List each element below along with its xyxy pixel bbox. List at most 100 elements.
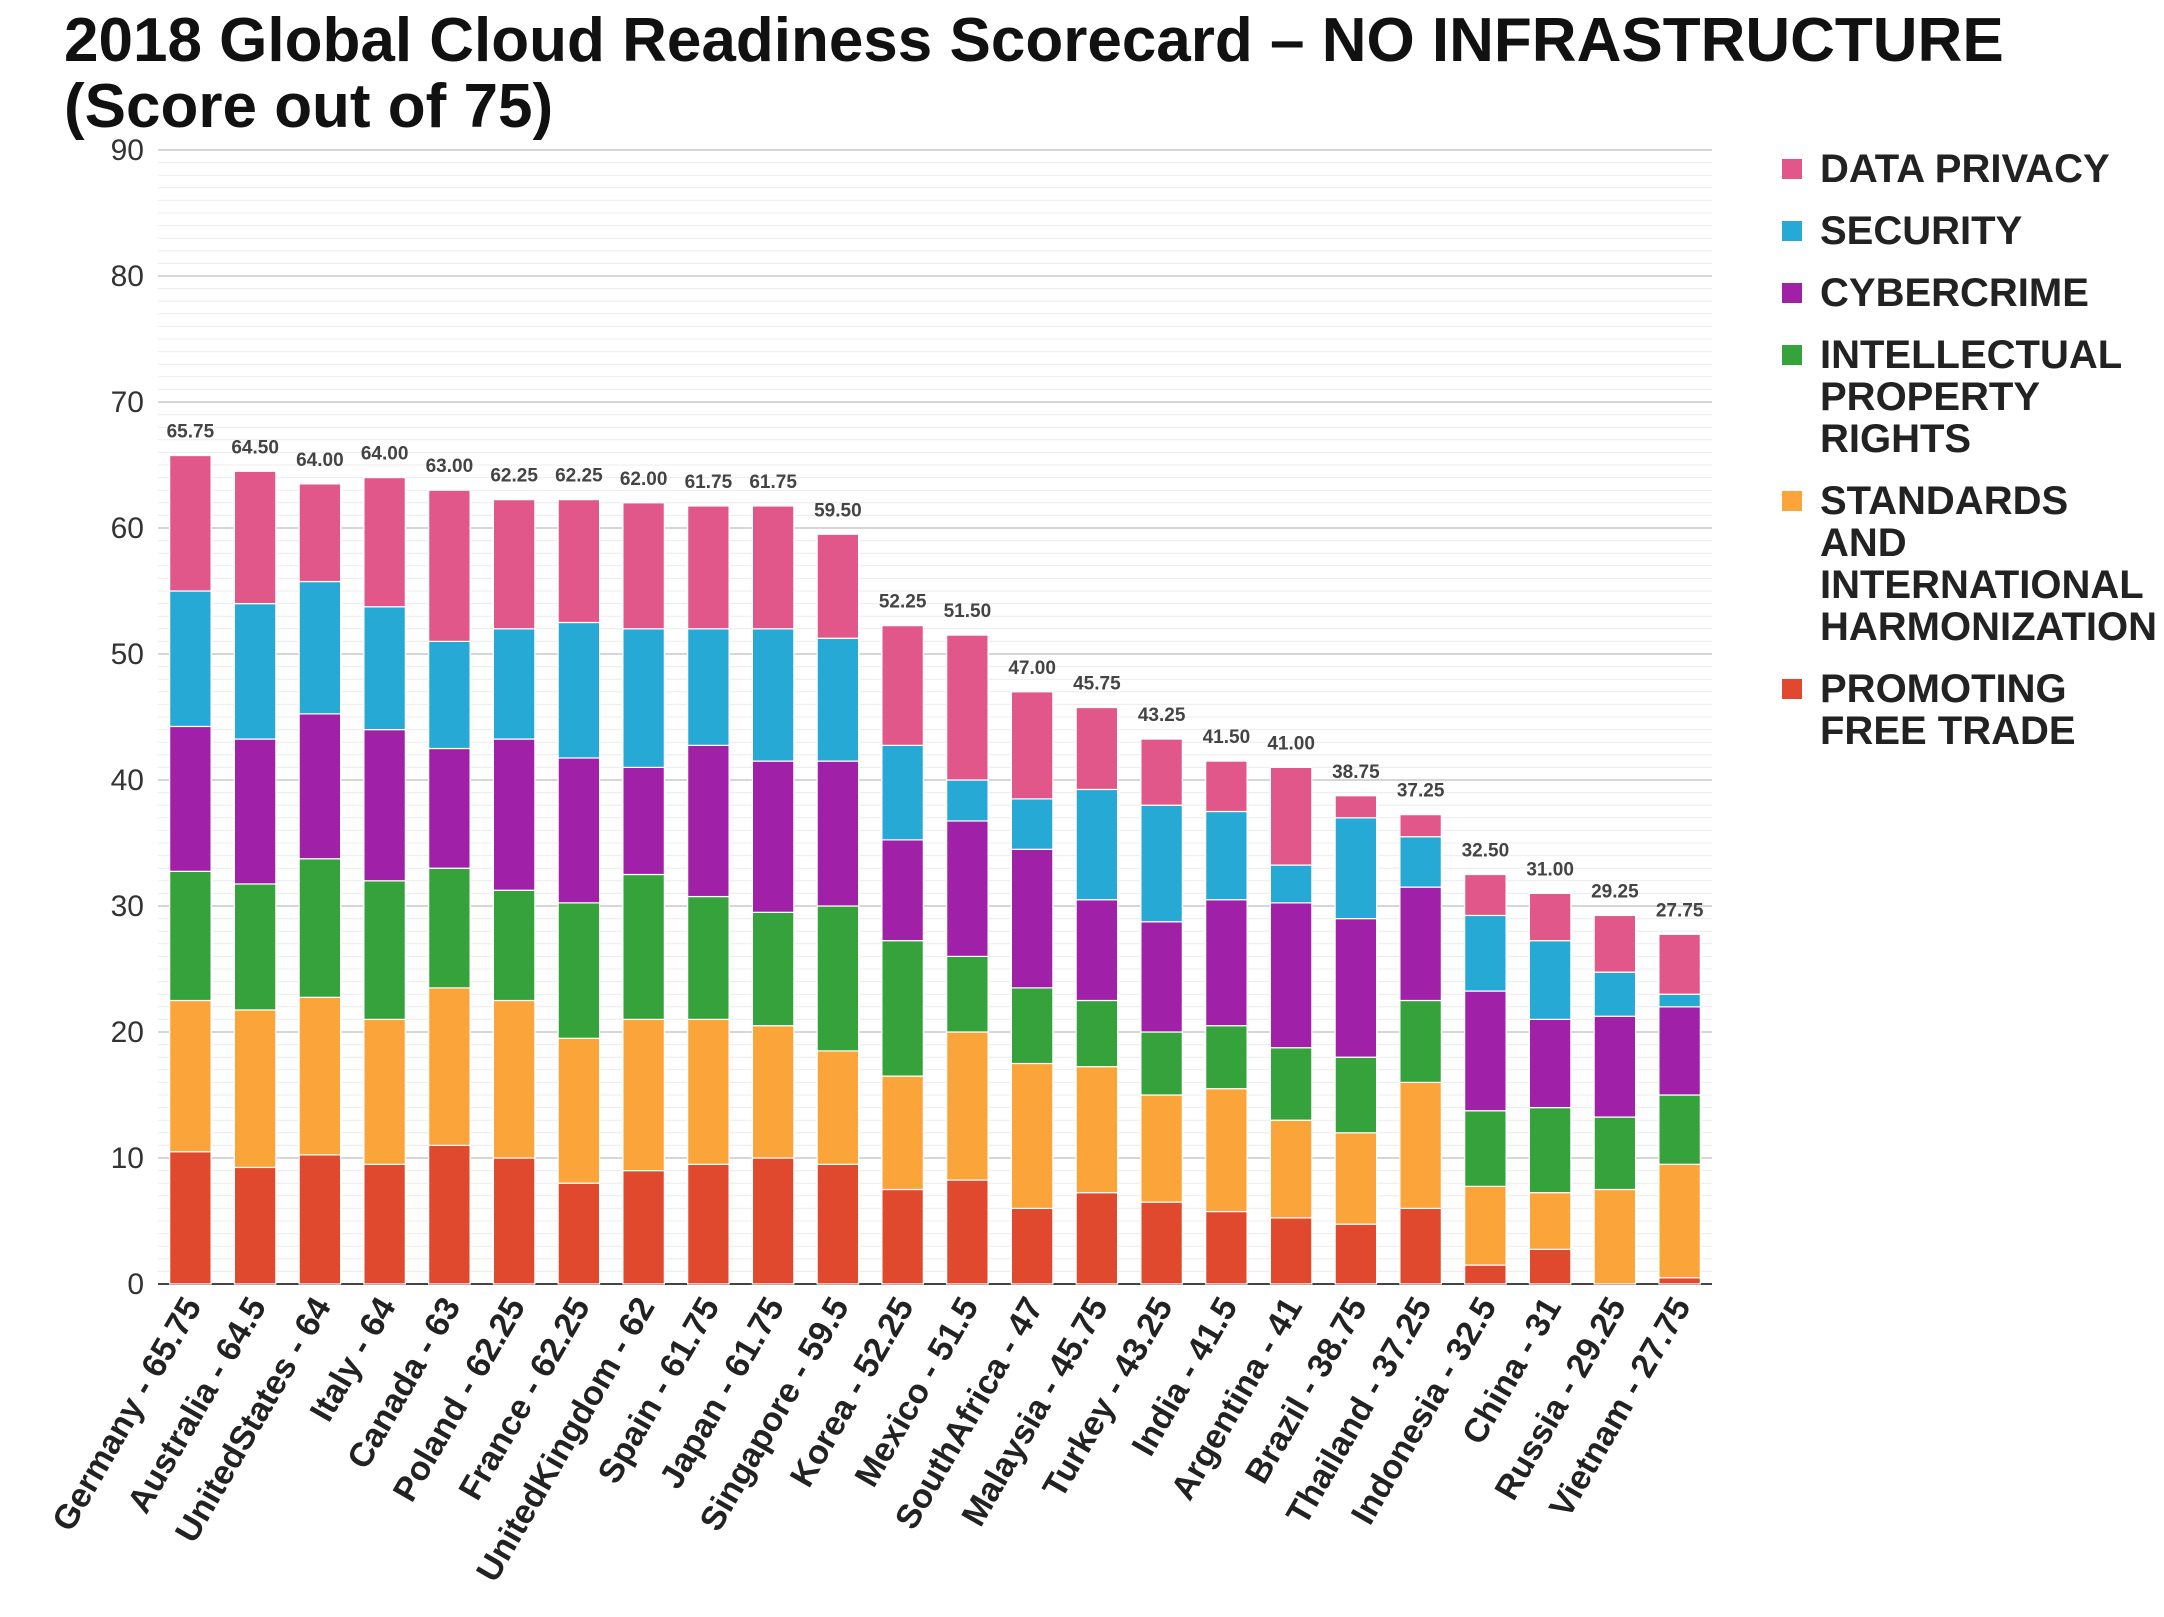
bar-segment: [169, 1151, 212, 1285]
bar-segment: [622, 502, 665, 630]
bar-segment: [687, 1163, 730, 1285]
bar-segment: [169, 999, 212, 1153]
bar-segment: [492, 999, 536, 1159]
total-labels: 65.75 64.50 64.00 64.00 63.00 62.25 62.25 62.00…: [167, 422, 1704, 922]
bar-segment: [169, 454, 212, 592]
bar-segment: [1658, 1006, 1701, 1096]
bar-segment: [1269, 864, 1313, 904]
bar-segment: [1010, 1062, 1054, 1209]
bar-segment: [233, 883, 277, 1011]
bar-segment: [751, 628, 795, 762]
bar-segment: [751, 505, 795, 630]
bar-segment: [298, 483, 342, 583]
bar-segment: [1075, 999, 1119, 1068]
legend-item-promoting-free-trade[interactable]: PROMOTING FREE TRADE: [1782, 668, 2162, 752]
bar-total-label: 59.50: [814, 500, 862, 521]
bar-segment: [622, 628, 665, 768]
bar-segment: [751, 760, 795, 913]
bar-segment: [816, 1050, 860, 1165]
legend-item-data-privacy[interactable]: DATA PRIVACY: [1782, 148, 2162, 190]
y-tick-label: 80: [111, 260, 144, 293]
bar-segment: [1205, 810, 1248, 901]
y-tick-label: 60: [111, 512, 144, 545]
bar-total-label: 43.25: [1138, 705, 1186, 726]
bar-segment: [1399, 1207, 1442, 1285]
bar-segment: [428, 867, 471, 989]
bar-segment: [557, 1037, 601, 1184]
bar-total-label: 32.50: [1462, 841, 1510, 862]
chart-title: 2018 Global Cloud Readiness Scorecard – …: [64, 6, 2004, 141]
legend-label: INTELLECTUAL PROPERTY RIGHTS: [1820, 333, 2122, 461]
bars: [169, 454, 1701, 1285]
legend-item-standards[interactable]: STANDARDS AND INTERNATIONAL HARMONIZATIO…: [1782, 480, 2162, 648]
bar-segment: [946, 820, 989, 958]
bar-segment: [233, 1166, 277, 1285]
bar-segment: [298, 580, 342, 715]
legend-item-intellectual-property-rights[interactable]: INTELLECTUAL PROPERTY RIGHTS: [1782, 334, 2162, 460]
bar-segment: [1593, 1188, 1637, 1285]
legend-label: PROMOTING FREE TRADE: [1820, 667, 2076, 753]
bar-segment: [1593, 914, 1637, 973]
bar-segment: [1205, 760, 1248, 813]
legend-item-cybercrime[interactable]: CYBERCRIME: [1782, 272, 2162, 314]
bar-segment: [1399, 836, 1442, 888]
bar-segment: [428, 987, 471, 1147]
bar-segment: [169, 725, 212, 872]
gridlines: [158, 149, 1712, 1285]
legend-label: DATA PRIVACY: [1820, 147, 2110, 191]
bar-segment: [492, 499, 536, 630]
bar-segment: [946, 955, 989, 1033]
bar-segment: [816, 1163, 860, 1285]
bar-segment: [1658, 1094, 1701, 1165]
bar-segment: [1140, 921, 1183, 1033]
bar-segment: [233, 470, 277, 605]
legend-swatch: [1782, 679, 1802, 699]
bar-segment: [1075, 788, 1119, 901]
bar-total-label: 64.00: [296, 450, 344, 471]
bar-segment: [1140, 804, 1183, 923]
bar-segment: [492, 738, 536, 891]
bar-segment: [169, 870, 212, 1002]
bar-segment: [881, 744, 924, 841]
legend-swatch: [1782, 221, 1802, 241]
legend-label: SECURITY: [1820, 209, 2023, 253]
bar-segment: [1075, 1192, 1119, 1285]
bar-segment: [1075, 706, 1119, 791]
legend-item-security[interactable]: SECURITY: [1782, 210, 2162, 252]
bar-segment: [557, 757, 601, 904]
bar-segment: [169, 590, 212, 728]
bar-segment: [428, 1144, 471, 1285]
bar-segment: [816, 533, 860, 639]
bar-segment: [492, 628, 536, 740]
bar-total-label: 41.00: [1267, 733, 1315, 754]
bar-segment: [1010, 798, 1054, 850]
bar-segment: [1464, 1110, 1507, 1187]
bar-segment: [1140, 738, 1183, 806]
legend-swatch: [1782, 345, 1802, 365]
bar-segment: [687, 628, 730, 746]
bar-segment: [1593, 1116, 1637, 1191]
bar-segment: [1140, 1031, 1183, 1096]
bar-total-label: 64.00: [361, 444, 409, 465]
bar-total-label: 37.25: [1397, 781, 1445, 802]
legend-swatch: [1782, 283, 1802, 303]
legend-swatch: [1782, 491, 1802, 511]
bar-segment: [1205, 1210, 1248, 1285]
bar-segment: [1658, 933, 1701, 995]
bar-segment: [1269, 1047, 1313, 1121]
bar-segment: [363, 1018, 406, 1165]
bar-segment: [363, 880, 406, 1020]
y-tick-label: 70: [111, 386, 144, 419]
bar-total-label: 62.25: [555, 466, 603, 487]
bar-total-label: 41.50: [1203, 727, 1251, 748]
bar-total-label: 31.00: [1526, 859, 1574, 880]
bar-segment: [1464, 1185, 1507, 1266]
bar-segment: [492, 1157, 536, 1285]
bar-segment: [881, 1075, 924, 1191]
legend-label: STANDARDS AND INTERNATIONAL HARMONIZATIO…: [1820, 479, 2157, 649]
bar-segment: [1528, 1192, 1572, 1250]
bar-segment: [816, 637, 860, 762]
bar-segment: [1010, 987, 1054, 1065]
bar-segment: [1464, 873, 1507, 917]
